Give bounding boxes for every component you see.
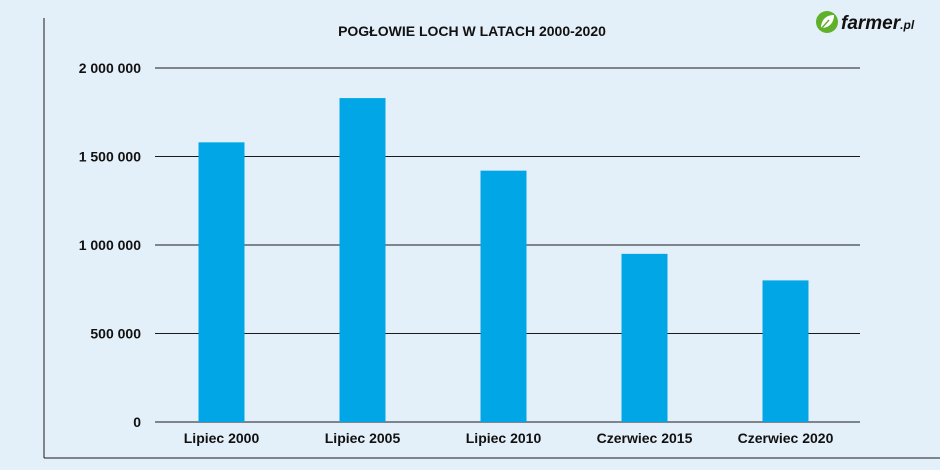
bar [339,98,386,422]
x-axis-tick-labels: Lipiec 2000 Lipiec 2005 Lipiec 2010 Czerwie… [184,430,834,446]
y-tick-label: 500 000 [90,326,141,342]
svg-text:farmer.pl: farmer.pl [841,13,915,34]
x-tick-label: Czerwiec 2015 [597,430,693,446]
brand-name: farmer [841,13,902,34]
x-tick-label: Lipiec 2000 [184,430,260,446]
brand-suffix: .pl [900,18,915,32]
chart-title: POGŁOWIE LOCH W LATACH 2000-2020 [338,23,606,39]
y-tick-label: 1 000 000 [79,237,141,253]
bars [198,98,809,422]
bar [198,142,245,422]
y-tick-label: 0 [133,414,141,430]
x-tick-label: Czerwiec 2020 [738,430,834,446]
leaf-icon [816,11,838,33]
brand-logo: farmer.pl [816,11,915,34]
bar [480,170,527,422]
x-tick-label: Lipiec 2005 [325,430,401,446]
bar [762,280,809,422]
y-tick-label: 1 500 000 [79,149,141,165]
x-tick-label: Lipiec 2010 [466,430,542,446]
y-tick-label: 2 000 000 [79,60,141,76]
bar [621,253,668,422]
y-axis-tick-labels: 0 500 000 1 000 000 1 500 000 2 000 000 [79,60,142,430]
